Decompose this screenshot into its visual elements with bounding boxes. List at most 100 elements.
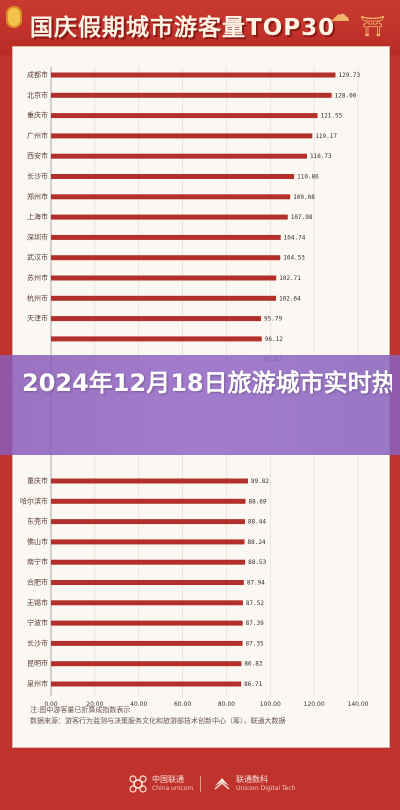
value-label: 116.73 — [310, 153, 332, 160]
value-label: 86.71 — [244, 681, 262, 688]
category-label: 合肥市 — [27, 578, 48, 587]
bar — [51, 255, 281, 261]
bar — [51, 640, 243, 646]
bar — [51, 234, 281, 240]
bar — [51, 92, 332, 98]
category-label: 佛山市 — [27, 537, 48, 546]
bar — [51, 478, 248, 484]
category-label: 北京市 — [27, 90, 48, 99]
value-label: 104.53 — [283, 255, 305, 262]
category-label: 武汉市 — [27, 253, 48, 262]
temple-icon: ⛩ — [360, 14, 386, 38]
footnote: 注:图中游客量已折算成指数表示 数据来源：游客行为监测与决策服务文化和旅游部技术… — [30, 705, 380, 727]
value-label: 88.24 — [247, 539, 265, 546]
x-tick-label: 40.00 — [130, 701, 147, 708]
bar-chart: 0.00 20.00 40.00 60.00 80.00 100.00 120.00 140.… — [20, 67, 369, 708]
category-label: 郑州市 — [27, 192, 48, 201]
category-label: 宁波市 — [27, 618, 48, 627]
value-label: 128.00 — [335, 92, 357, 99]
value-label: 104.74 — [284, 234, 306, 241]
value-label: 86.83 — [244, 661, 262, 668]
logo2-name: 联通数科 — [236, 775, 268, 784]
category-label: 长沙市 — [27, 638, 48, 647]
x-tick-label: 20.00 — [86, 701, 103, 708]
bar — [51, 214, 288, 220]
cloud-icon: ☁ — [330, 2, 350, 26]
bar — [51, 681, 242, 687]
bar — [51, 336, 262, 342]
logo-divider — [200, 776, 201, 792]
header-banner: ☁ ⛩ 国庆假期城市游客量TOP30 — [0, 0, 400, 55]
logo1-name: 中国联通 — [152, 775, 184, 784]
note-line-2: 数据来源：游客行为监测与决策服务文化和旅游部技术创新中心（筹），联通大数据 — [30, 717, 286, 725]
bar — [51, 620, 243, 626]
category-label: 苏州市 — [27, 273, 48, 282]
value-label: 102.64 — [279, 295, 301, 302]
value-label: 96.12 — [265, 336, 283, 343]
bar — [51, 498, 246, 504]
page-title: 国庆假期城市游客量TOP30 — [30, 15, 336, 41]
x-tick-label: 0.00 — [44, 701, 58, 708]
value-label: 102.71 — [279, 275, 301, 282]
unicom-digital-logo: 联通数科 Unicom Digital Tech — [212, 774, 295, 794]
bar — [51, 600, 243, 606]
x-tick-label: 100.00 — [260, 701, 281, 708]
value-label: 129.73 — [338, 72, 360, 79]
category-label: 昆明市 — [27, 659, 48, 668]
bar — [51, 72, 336, 78]
bar — [51, 559, 246, 565]
bar — [51, 174, 295, 179]
category-label: 深圳市 — [27, 232, 48, 241]
bar — [51, 275, 277, 281]
china-unicom-logo: 中国联通 China unicom — [128, 774, 193, 794]
unicom-knot-icon — [129, 775, 147, 793]
bar — [51, 661, 242, 667]
category-label: 哈尔滨市 — [20, 496, 48, 505]
value-label: 110.86 — [297, 174, 319, 181]
logo2-sub: Unicom Digital Tech — [236, 785, 296, 792]
bar — [51, 295, 277, 301]
category-label: 杭州市 — [27, 293, 48, 302]
value-label: 119.17 — [315, 133, 337, 140]
bar — [51, 580, 244, 585]
value-label: 89.82 — [251, 478, 269, 485]
note-line-1: 注:图中游客量已折算成指数表示 — [30, 706, 131, 714]
value-label: 87.94 — [247, 580, 265, 587]
value-label: 109.08 — [293, 194, 315, 201]
bar — [51, 153, 307, 159]
category-label: 长沙市 — [27, 172, 48, 181]
value-label: 87.52 — [246, 600, 264, 607]
category-label: 泉州市 — [27, 679, 48, 688]
category-label: 广州市 — [27, 131, 48, 140]
lantern-icon — [6, 6, 22, 28]
value-label: 88.44 — [248, 519, 266, 526]
x-tick-label: 120.00 — [304, 701, 325, 708]
value-label: 121.55 — [321, 113, 343, 120]
x-tick-label: 80.00 — [218, 701, 235, 708]
category-label: 天津市 — [27, 314, 48, 323]
logo-bar: 中国联通 China unicom 联通数科 Unicom Digital Te… — [0, 760, 400, 800]
value-label: 95.79 — [264, 316, 282, 323]
bar — [51, 519, 245, 525]
category-label: 东莞市 — [27, 517, 48, 526]
bar — [51, 133, 313, 139]
x-tick-label: 140.00 — [348, 701, 369, 708]
logo1-sub: China unicom — [152, 785, 194, 792]
headline-overlay — [0, 355, 400, 455]
headline-text: 2024年12月18日旅游城市实时热度，2024年 — [22, 369, 392, 397]
value-label: 87.35 — [246, 640, 264, 647]
category-label: 无锡市 — [27, 598, 48, 607]
category-label: 重庆市 — [27, 476, 48, 485]
bar — [51, 539, 245, 545]
x-tick-label: 60.00 — [174, 701, 191, 708]
category-label: 西安市 — [27, 151, 48, 160]
value-label: 87.39 — [246, 620, 264, 627]
bar — [51, 316, 262, 322]
category-label: 南宁市 — [27, 557, 48, 566]
bar — [51, 113, 318, 119]
bar — [51, 194, 291, 200]
value-label: 88.69 — [248, 498, 266, 505]
digital-tech-icon — [214, 778, 230, 790]
category-label: 重庆市 — [27, 111, 48, 120]
category-label: 上海市 — [27, 212, 48, 221]
